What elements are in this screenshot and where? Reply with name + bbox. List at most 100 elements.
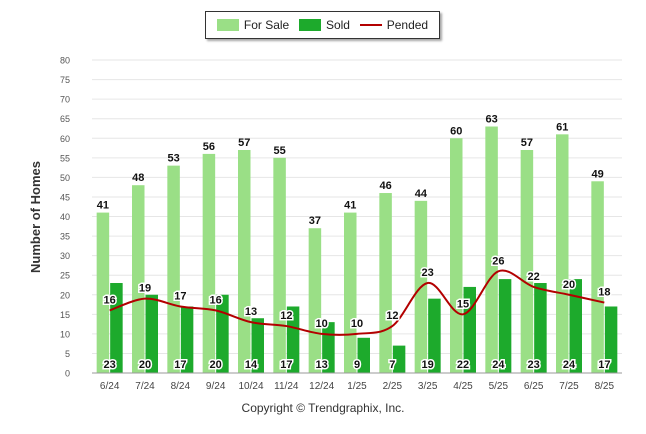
data-label-sold: 22 — [457, 359, 469, 371]
data-label-pended: 16 — [104, 294, 116, 306]
y-tick-label: 30 — [60, 251, 70, 261]
grid-layer — [92, 59, 622, 374]
x-tick-label: 9/24 — [206, 381, 226, 392]
y-tick-label: 20 — [60, 290, 70, 300]
data-label-for-sale: 53 — [167, 153, 179, 165]
data-label-pended: 17 — [174, 290, 186, 302]
bar-for-sale — [132, 185, 145, 373]
bar-sold — [534, 283, 547, 373]
data-label-pended: 18 — [598, 287, 610, 299]
bar-for-sale — [591, 181, 604, 373]
data-label-sold: 20 — [139, 359, 151, 371]
x-tick-label: 7/24 — [135, 381, 155, 392]
data-label-sold: 20 — [210, 359, 222, 371]
data-label-sold: 14 — [245, 359, 258, 371]
legend-item-sold[interactable]: Sold — [298, 18, 350, 32]
y-tick-label: 50 — [60, 173, 70, 183]
x-tick-label: 4/25 — [453, 381, 473, 392]
data-label-pended: 20 — [563, 279, 575, 291]
y-tick-label: 5 — [65, 349, 70, 359]
bar-for-sale — [379, 193, 392, 373]
bar-for-sale — [556, 134, 569, 373]
x-tick-label: 5/25 — [489, 381, 509, 392]
legend-swatch-pended — [359, 24, 382, 26]
data-label-pended: 19 — [139, 283, 151, 295]
data-label-pended: 12 — [386, 310, 398, 322]
y-tick-label: 60 — [60, 134, 70, 144]
data-label-for-sale: 61 — [556, 121, 568, 133]
data-label-pended: 13 — [245, 306, 257, 318]
legend-item-pended[interactable]: Pended — [359, 18, 429, 32]
bar-for-sale — [273, 157, 286, 373]
data-label-for-sale: 56 — [203, 141, 215, 153]
data-label-sold: 17 — [174, 359, 186, 371]
legend-swatch-for-sale — [216, 19, 239, 31]
bar-for-sale — [308, 228, 322, 373]
data-label-pended: 15 — [457, 298, 469, 310]
bar-sold — [463, 286, 476, 373]
axis-layer: 0 5 10 15 20 25 30 35 40 45 50 55 60 65 70 75 80 6/24 7/24… — [60, 56, 622, 392]
bar-sold — [180, 306, 194, 373]
data-label-pended: 12 — [280, 310, 292, 322]
x-tick-label: 3/25 — [418, 381, 438, 392]
data-label-for-sale: 55 — [273, 145, 285, 157]
x-tick-label: 6/25 — [524, 381, 544, 392]
legend-label-for-sale: For Sale — [243, 18, 290, 32]
line-layer — [109, 269, 605, 336]
y-tick-label: 35 — [60, 232, 70, 242]
y-tick-label: 70 — [60, 95, 70, 105]
y-tick-label: 40 — [60, 212, 70, 222]
y-tick-label: 75 — [60, 75, 70, 85]
data-label-sold: 17 — [280, 359, 292, 371]
bar-for-sale — [202, 153, 216, 373]
y-tick-label: 15 — [60, 310, 70, 320]
data-label-sold: 24 — [563, 359, 576, 371]
y-tick-label: 55 — [60, 153, 70, 163]
legend-label-pended: Pended — [386, 18, 429, 32]
data-label-pended: 26 — [492, 255, 504, 267]
data-label-for-sale: 57 — [238, 137, 250, 149]
bar-for-sale — [485, 126, 498, 373]
bar-sold — [569, 279, 582, 373]
pended-line — [109, 269, 605, 336]
bar-for-sale — [238, 149, 251, 373]
y-tick-label: 10 — [60, 329, 70, 339]
x-tick-label: 10/24 — [238, 381, 263, 392]
data-label-sold: 13 — [316, 359, 328, 371]
data-label-pended: 23 — [422, 267, 434, 279]
legend-label-sold: Sold — [325, 18, 350, 32]
data-label-for-sale: 44 — [415, 188, 428, 200]
bar-sold — [286, 306, 300, 373]
label-layer: 41 23 48 20 53 17 56 20 57 14 55 17 37 13 41 9 46 7 44 19 60… — [97, 114, 612, 373]
data-label-pended: 22 — [528, 271, 540, 283]
bar-sold — [392, 345, 406, 373]
x-tick-label: 8/24 — [171, 381, 191, 392]
data-label-sold: 9 — [354, 359, 360, 371]
data-label-for-sale: 57 — [521, 137, 533, 149]
bar-sold — [357, 337, 370, 373]
y-tick-label: 25 — [60, 271, 70, 281]
data-label-for-sale: 48 — [132, 172, 144, 184]
data-label-sold: 23 — [528, 359, 540, 371]
data-label-sold: 17 — [598, 359, 610, 371]
data-label-for-sale: 37 — [309, 215, 321, 227]
data-label-sold: 7 — [389, 359, 395, 371]
bar-layer — [96, 126, 618, 373]
data-label-pended: 10 — [351, 318, 363, 330]
x-tick-label: 11/24 — [274, 381, 299, 392]
y-tick-label: 65 — [60, 114, 70, 124]
bar-sold — [498, 279, 512, 373]
data-label-sold: 23 — [104, 359, 116, 371]
legend-item-for-sale[interactable]: For Sale — [216, 18, 290, 32]
bar-for-sale — [167, 165, 180, 373]
bar-for-sale — [520, 149, 534, 373]
data-label-sold: 19 — [422, 359, 434, 371]
data-label-sold: 24 — [492, 359, 505, 371]
bar-sold — [428, 298, 441, 373]
x-tick-label: 12/24 — [309, 381, 334, 392]
x-tick-label: 1/25 — [347, 381, 367, 392]
x-tick-label: 6/24 — [100, 381, 120, 392]
chart-legend: For Sale Sold Pended — [205, 11, 440, 39]
bar-for-sale — [96, 212, 110, 373]
data-label-for-sale: 60 — [450, 125, 462, 137]
